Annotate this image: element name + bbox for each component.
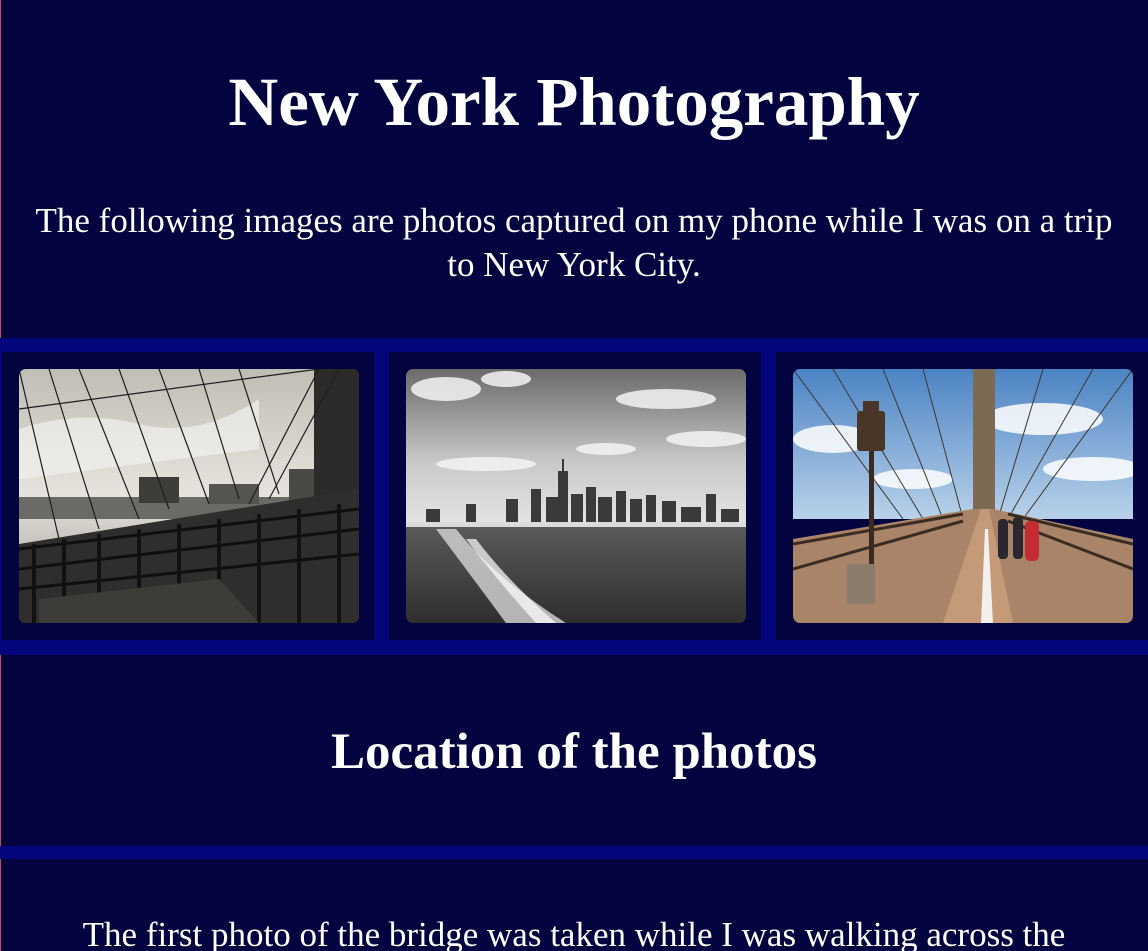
photo-card-bridge-color	[776, 352, 1148, 640]
section-heading-location: Location of the photos	[331, 724, 817, 780]
photo-manhattan-skyline[interactable]	[406, 369, 746, 623]
photo-bridge-walkway[interactable]	[793, 369, 1133, 623]
location-paragraph: The first photo of the bridge was taken …	[82, 915, 1066, 951]
photo-bridge-black-white[interactable]	[19, 369, 359, 623]
intro-paragraph: The following images are photos captured…	[35, 201, 1113, 284]
page-title: New York Photography	[228, 64, 920, 140]
photo-card-bridge-bw	[2, 352, 374, 640]
section-divider	[0, 846, 1148, 859]
photo-card-skyline	[389, 352, 761, 640]
photo-gallery	[0, 338, 1148, 655]
